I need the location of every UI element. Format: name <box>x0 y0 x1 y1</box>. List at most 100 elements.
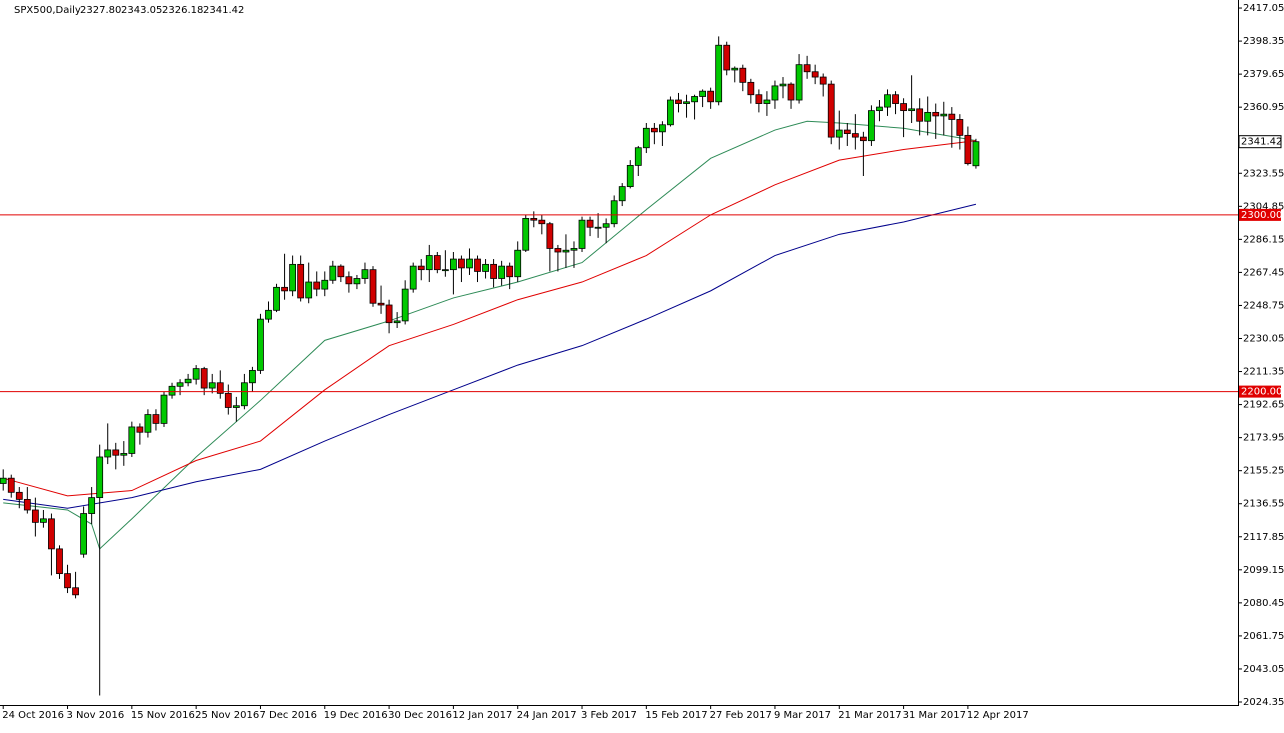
candle-body <box>924 111 932 122</box>
support-label-bg <box>1239 385 1281 398</box>
x-tick-label: 7 Dec 2016 <box>259 710 317 721</box>
candle-body <box>618 186 626 202</box>
y-tick-label: 2117.85 <box>1243 532 1284 543</box>
x-tick-label: 30 Dec 2016 <box>388 710 452 721</box>
candle-body <box>417 265 425 271</box>
x-tick-label: 3 Nov 2016 <box>67 710 125 721</box>
x-tick-label: 15 Feb 2017 <box>645 710 707 721</box>
candle-body <box>474 258 481 272</box>
candle-body <box>570 248 578 251</box>
candle-body <box>522 218 530 251</box>
candle-body <box>337 265 345 278</box>
candle-body <box>257 318 264 371</box>
candle-body <box>787 83 795 101</box>
candle-body <box>449 258 457 271</box>
chart-title: SPX500,Daily <box>14 5 81 16</box>
candle-body <box>369 269 377 304</box>
candle-body <box>297 263 305 299</box>
candle-body <box>240 382 248 407</box>
x-tick-label: 19 Dec 2016 <box>324 710 388 721</box>
candle-body <box>329 265 337 281</box>
candle-body <box>763 99 771 104</box>
candle-body <box>433 255 441 271</box>
y-tick-label: 2267.45 <box>1243 267 1284 278</box>
candle-body <box>892 94 899 104</box>
x-tick-label: 3 Feb 2017 <box>581 710 637 721</box>
candle-body <box>152 414 160 424</box>
candle-body <box>626 165 634 188</box>
y-tick-label: 2417.05 <box>1243 3 1284 14</box>
y-tick-label: 2323.55 <box>1243 168 1284 179</box>
candle-body <box>691 96 698 103</box>
candle-body <box>819 76 827 85</box>
candle-body <box>956 119 964 136</box>
x-tick-label: 24 Oct 2016 <box>2 710 64 721</box>
last-price-label: 2341.42 <box>1241 137 1282 148</box>
candle-body <box>554 248 562 253</box>
candle-body <box>795 64 803 101</box>
candle-body <box>458 258 465 269</box>
candle-body <box>940 113 948 117</box>
candle-body <box>281 286 288 292</box>
candle-body <box>715 44 723 103</box>
candle-body <box>699 90 707 97</box>
open-label: 2327.80 <box>80 5 121 16</box>
candle-body <box>72 587 79 596</box>
candle-body <box>192 368 200 380</box>
y-tick-label: 2136.55 <box>1243 499 1284 510</box>
candle-body <box>184 378 192 384</box>
candle-body <box>739 67 747 83</box>
candle-body <box>675 99 682 104</box>
candle-body <box>289 263 297 292</box>
candle-body <box>779 83 787 87</box>
candle-body <box>498 265 506 279</box>
candle-body <box>650 127 658 133</box>
candle-body <box>916 108 924 122</box>
candle-body <box>40 518 47 523</box>
candle-body <box>353 278 361 285</box>
candle-body <box>23 498 31 511</box>
x-tick-label: 24 Jan 2017 <box>517 710 577 721</box>
candle-body <box>385 304 393 324</box>
candle-body <box>31 509 39 523</box>
candle-body <box>15 491 23 500</box>
y-tick-label: 2398.35 <box>1243 36 1284 47</box>
candle-body <box>88 497 96 514</box>
y-tick-label: 2192.65 <box>1243 400 1284 411</box>
candle-body <box>851 133 859 138</box>
plot-area <box>0 36 980 696</box>
candle-body <box>64 573 71 589</box>
candle-body <box>401 288 409 322</box>
candle-body <box>964 134 972 165</box>
x-tick-label: 9 Mar 2017 <box>774 710 831 721</box>
moving-average <box>3 203 977 509</box>
candle-body <box>827 83 835 138</box>
candle-body <box>771 85 779 101</box>
candle-body <box>506 265 514 278</box>
candle-body <box>224 392 232 408</box>
y-tick-label: 2099.15 <box>1243 565 1284 576</box>
candle-body <box>168 385 176 396</box>
candle-body <box>908 108 916 112</box>
candle-body <box>811 71 819 78</box>
candle-body <box>546 223 554 249</box>
candle-body <box>441 269 449 272</box>
close-label: 2341.42 <box>203 5 244 16</box>
candle-body <box>932 111 940 117</box>
y-tick-label: 2173.95 <box>1243 433 1284 444</box>
candle-body <box>634 147 642 166</box>
candle-body <box>361 269 369 279</box>
candle-body <box>755 94 763 104</box>
candle-body <box>530 218 538 221</box>
candle-body <box>393 320 401 324</box>
candle-body <box>232 405 240 408</box>
support-label: 2200.00 <box>1241 387 1282 398</box>
candle-body <box>120 453 128 456</box>
candle-body <box>216 382 224 394</box>
candle-body <box>112 449 120 456</box>
candle-body <box>900 103 907 112</box>
candle-body <box>747 81 755 96</box>
candle-body <box>160 394 168 424</box>
